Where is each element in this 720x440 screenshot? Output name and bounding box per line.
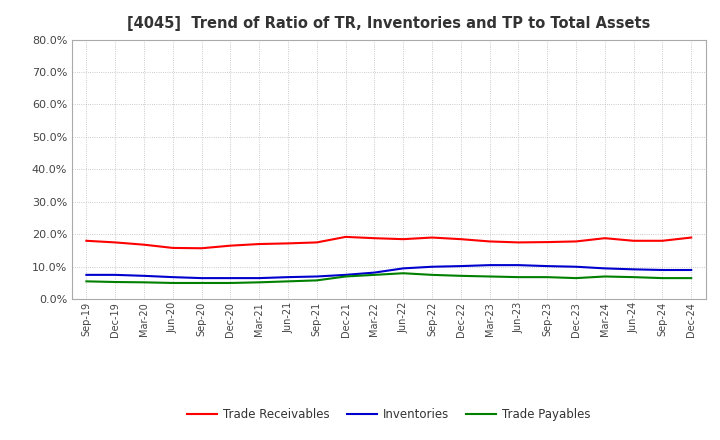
Trade Receivables [341, 234, 350, 239]
Trade Payables [629, 275, 638, 280]
Trade Receivables [629, 238, 638, 243]
Inventories [140, 273, 148, 279]
Trade Payables [226, 280, 235, 286]
Trade Receivables [514, 240, 523, 245]
Inventories [111, 272, 120, 278]
Trade Payables [255, 280, 264, 285]
Trade Receivables [370, 235, 379, 241]
Trade Receivables [111, 240, 120, 245]
Trade Receivables [197, 246, 206, 251]
Trade Payables [687, 275, 696, 281]
Trade Receivables [168, 245, 177, 250]
Trade Payables [428, 272, 436, 278]
Inventories [600, 266, 609, 271]
Inventories [341, 272, 350, 278]
Trade Receivables [255, 242, 264, 247]
Trade Payables [82, 279, 91, 284]
Inventories [572, 264, 580, 269]
Inventories [629, 267, 638, 272]
Trade Receivables [658, 238, 667, 243]
Inventories [658, 268, 667, 273]
Line: Inventories: Inventories [86, 265, 691, 278]
Trade Receivables [687, 235, 696, 240]
Inventories [226, 275, 235, 281]
Line: Trade Receivables: Trade Receivables [86, 237, 691, 248]
Trade Receivables [312, 240, 321, 245]
Trade Payables [399, 271, 408, 276]
Trade Receivables [485, 239, 494, 244]
Inventories [255, 275, 264, 281]
Trade Payables [168, 280, 177, 286]
Inventories [687, 268, 696, 273]
Trade Payables [140, 280, 148, 285]
Inventories [284, 275, 292, 280]
Inventories [456, 264, 465, 269]
Trade Payables [456, 273, 465, 279]
Inventories [168, 275, 177, 280]
Inventories [428, 264, 436, 269]
Inventories [399, 266, 408, 271]
Trade Payables [514, 275, 523, 280]
Trade Payables [370, 272, 379, 278]
Inventories [197, 275, 206, 281]
Inventories [82, 272, 91, 278]
Trade Receivables [284, 241, 292, 246]
Trade Receivables [543, 239, 552, 245]
Inventories [312, 274, 321, 279]
Inventories [370, 270, 379, 275]
Trade Receivables [140, 242, 148, 247]
Trade Payables [341, 274, 350, 279]
Inventories [543, 264, 552, 269]
Trade Receivables [428, 235, 436, 240]
Trade Payables [312, 278, 321, 283]
Trade Payables [485, 274, 494, 279]
Trade Receivables [226, 243, 235, 248]
Trade Receivables [399, 237, 408, 242]
Trade Payables [543, 275, 552, 280]
Trade Receivables [82, 238, 91, 243]
Trade Payables [600, 274, 609, 279]
Inventories [485, 263, 494, 268]
Trade Payables [658, 275, 667, 281]
Line: Trade Payables: Trade Payables [86, 273, 691, 283]
Inventories [514, 263, 523, 268]
Trade Payables [111, 279, 120, 285]
Trade Payables [572, 275, 580, 281]
Trade Receivables [456, 237, 465, 242]
Trade Payables [284, 279, 292, 284]
Title: [4045]  Trend of Ratio of TR, Inventories and TP to Total Assets: [4045] Trend of Ratio of TR, Inventories… [127, 16, 650, 32]
Trade Receivables [572, 239, 580, 244]
Trade Payables [197, 280, 206, 286]
Trade Receivables [600, 235, 609, 241]
Legend: Trade Receivables, Inventories, Trade Payables: Trade Receivables, Inventories, Trade Pa… [183, 404, 595, 426]
